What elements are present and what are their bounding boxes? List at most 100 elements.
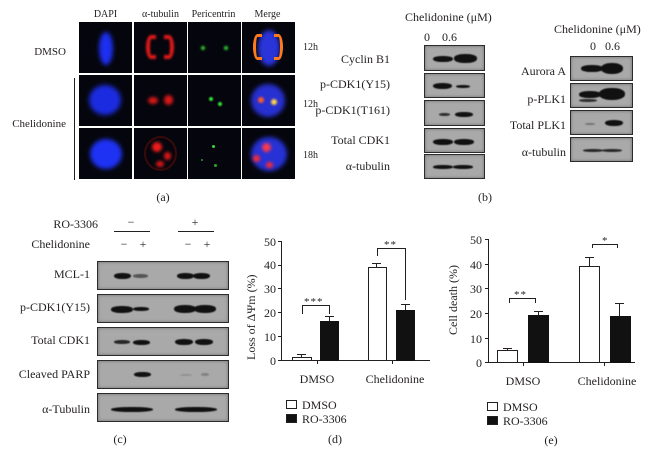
micro-chel18-dapi: [79, 128, 132, 179]
blot-label-aurora-a: Aurora A: [521, 64, 566, 78]
lane-label-right-0: 0: [590, 39, 596, 53]
chart-e-xtick-chel: Chelidonine: [577, 374, 637, 388]
chart-e-xtick-dmso: DMSO: [505, 374, 541, 388]
chart-e-ytick: 50: [470, 233, 482, 247]
chart-d-xtick-chel: Chelidonine: [365, 372, 425, 386]
treatment-label: Chelidonine (μM): [405, 10, 492, 24]
chart-d-xtick-dmso: DMSO: [299, 372, 335, 386]
ro3306-label: RO-3306: [53, 217, 98, 231]
micro-dmso-dapi: [79, 22, 132, 73]
blot-c-total-cdk1: [97, 327, 229, 356]
chart-e-bar-dmso-dmso: [497, 350, 518, 363]
chel-lane-1: −: [120, 237, 128, 251]
blot-mcl1: [97, 261, 229, 290]
blot-label-tubulin-right: α-tubulin: [521, 145, 566, 159]
micro-dmso-tubulin: [134, 22, 187, 73]
chel-lane-4: +: [203, 237, 211, 251]
chart-e-sig-bracket-2: [592, 244, 618, 248]
blot-pcdk1-y15: [424, 73, 485, 98]
blot-label-c-total-cdk1: Total CDK1: [31, 333, 90, 347]
blot-tubulin-b-left: [424, 154, 485, 179]
micro-chel18-pericentrin: [188, 128, 241, 179]
chart-d-legend-ro3306: RO-3306: [302, 412, 347, 426]
chelidonine-label: Chelidonine: [31, 237, 90, 251]
time-label-3: 18h: [303, 150, 318, 161]
blot-label-c-pcdk1: p-CDK1(Y15): [20, 300, 90, 314]
blot-label-tubulin: α-tubulin: [345, 159, 390, 173]
chart-e-ytick: 30: [470, 282, 482, 296]
chart-d-sig-1: ***: [304, 296, 324, 308]
chart-e-y-axis: [488, 239, 489, 363]
caption-a: (a): [156, 190, 170, 204]
treatment-label-right: Chelidonine (μM): [554, 22, 641, 36]
chart-e-ylabel: Cell death (%): [446, 265, 460, 335]
blot-label-c-tubulin: α-Tubulin: [42, 402, 90, 416]
blot-label-pplk1: p-PLK1: [527, 92, 566, 106]
chart-d-sig-2: **: [384, 239, 397, 251]
chart-d-bar-dmso-ro3306: [320, 321, 339, 361]
chart-d-ytick: 40: [264, 258, 276, 272]
chart-e-ytick: 0: [476, 356, 482, 370]
time-label-1: 12h: [303, 42, 318, 53]
caption-b: (b): [478, 190, 492, 204]
blot-cyclin-b1: [424, 45, 485, 71]
col-header-pericentrin: Pericentrin: [191, 9, 236, 20]
chart-e-x-axis: [485, 362, 635, 363]
blot-c-tubulin: [97, 393, 229, 422]
chart-e-legend-dmso: DMSO: [503, 400, 538, 414]
col-header-tubulin: α-tubulin: [142, 9, 179, 20]
blot-label-mcl1: MCL-1: [54, 267, 90, 281]
chart-e-sig-bracket-1: [509, 298, 536, 303]
blot-label-total-plk1: Total PLK1: [509, 118, 566, 132]
blot-pplk1: [570, 83, 633, 108]
blot-label-cleaved-parp: Cleaved PARP: [18, 367, 90, 381]
micro-chel12-merge: [242, 75, 295, 126]
chart-e-ytick: 10: [470, 332, 482, 346]
chart-d-legend-dmso: DMSO: [302, 398, 337, 412]
chart-e-legend-swatch-ro3306: [487, 416, 498, 425]
chart-e-bar-dmso-ro3306: [528, 315, 549, 363]
chel-lane-2: +: [139, 237, 147, 251]
micro-chel12-dapi: [79, 75, 132, 126]
chart-e-sig-2: *: [602, 235, 609, 247]
chart-e-legend-ro3306: RO-3306: [503, 414, 548, 428]
chart-d-sig-bracket-1: [302, 305, 330, 314]
row-label-chelidonine: Chelidonine: [12, 118, 66, 130]
micro-chel18-tubulin: [134, 128, 187, 179]
col-header-dapi: DAPI: [93, 9, 118, 20]
caption-d: (d): [328, 432, 342, 446]
blot-label-total-cdk1: Total CDK1: [331, 133, 390, 147]
time-label-2: 12h: [303, 99, 318, 110]
blot-c-pcdk1: [97, 294, 229, 323]
blot-label-cyclin-b1: Cyclin B1: [340, 52, 390, 66]
chart-d-bar-dmso-dmso: [292, 357, 312, 361]
col-header-merge: Merge: [254, 9, 281, 20]
chart-d-bar-chel-dmso: [368, 267, 387, 361]
lane-label-0: 0: [424, 30, 430, 44]
caption-c: (c): [113, 432, 127, 446]
chart-d-y-axis: [281, 241, 282, 361]
chart-d-ytick: 0: [270, 354, 276, 368]
chart-d-legend-swatch-ro3306: [286, 414, 297, 423]
chart-d-ytick: 30: [264, 282, 276, 296]
ro3306-line-minus: [114, 231, 150, 232]
chart-e-ytick: 20: [470, 307, 482, 321]
blot-aurora-a: [570, 56, 633, 81]
micro-chel12-pericentrin: [188, 75, 241, 126]
chart-e-legend-swatch-dmso: [487, 402, 498, 411]
chart-e-bar-chel-dmso: [579, 266, 600, 363]
blot-tubulin-right: [570, 137, 633, 162]
chart-e-sig-1: **: [514, 289, 527, 301]
blot-label-pcdk1-t161: p-CDK1(T161): [315, 103, 390, 117]
lane-label-0.6: 0.6: [442, 30, 457, 44]
blot-pcdk1-t161: [424, 100, 485, 126]
chart-d-ytick: 50: [264, 235, 276, 249]
chart-d-bar-chel-ro3306: [396, 310, 415, 361]
blot-label-pcdk1-y15: p-CDK1(Y15): [320, 77, 390, 91]
row-label-dmso: DMSO: [34, 46, 66, 58]
micro-dmso-merge: [242, 22, 295, 73]
chel-lane-3: −: [184, 237, 192, 251]
blot-total-cdk1: [424, 128, 485, 153]
ro3306-plus: +: [191, 215, 199, 229]
micro-dmso-pericentrin: [188, 22, 241, 73]
